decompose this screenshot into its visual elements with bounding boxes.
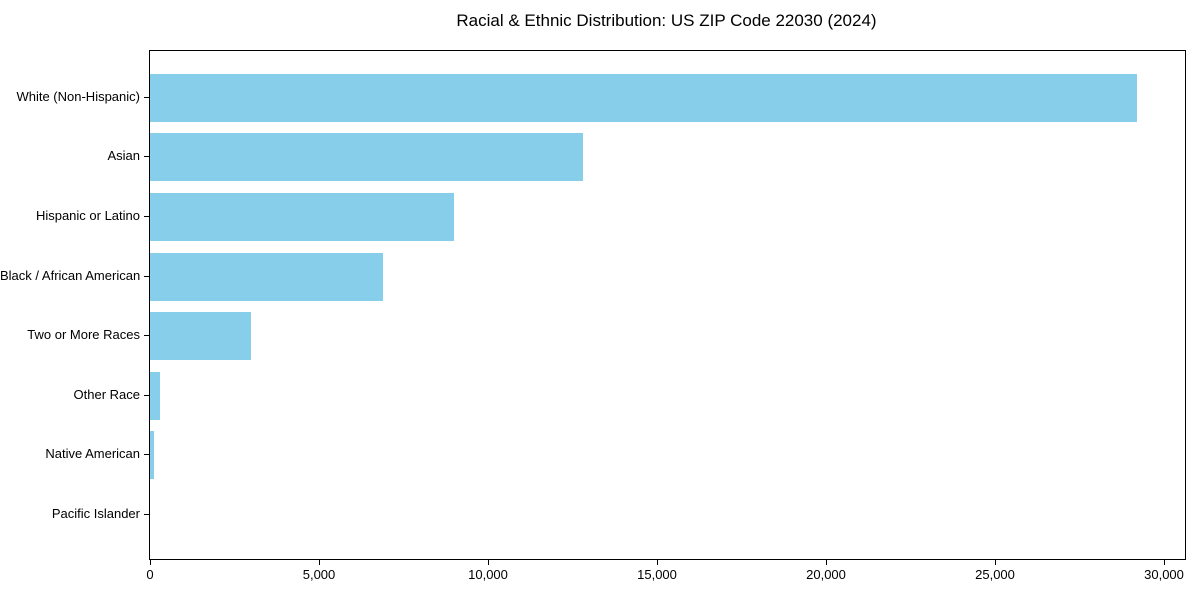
chart-title: Racial & Ethnic Distribution: US ZIP Cod… — [456, 11, 877, 30]
x-axis-tick — [995, 560, 996, 565]
x-axis-tick — [488, 560, 489, 565]
x-axis-tick-label: 30,000 — [1144, 567, 1184, 582]
y-axis-label: Two or More Races — [27, 327, 140, 343]
y-axis-tick — [144, 97, 149, 98]
bar-black-african-american — [150, 252, 384, 301]
x-axis-tick — [150, 560, 151, 565]
bar-native-american — [150, 431, 155, 480]
y-axis-tick — [144, 156, 149, 157]
y-axis-label: Hispanic or Latino — [35, 207, 140, 223]
bar-other-race — [150, 371, 161, 420]
x-axis-tick-label: 20,000 — [806, 567, 846, 582]
x-axis-tick-label: 0 — [146, 567, 154, 582]
plot-area — [149, 50, 1186, 560]
y-axis-label: Asian — [107, 148, 140, 164]
x-axis-tick-label: 5,000 — [302, 567, 336, 582]
bar-hispanic-or-latino — [150, 192, 455, 241]
x-axis-tick — [657, 560, 658, 565]
bar-white-non-hispanic — [150, 73, 1137, 122]
x-axis-tick-label: 25,000 — [975, 567, 1015, 582]
y-axis-label: Pacific Islander — [51, 505, 140, 521]
y-axis-tick — [144, 216, 149, 217]
y-axis-label: Native American — [45, 446, 140, 462]
y-axis-tick — [144, 454, 149, 455]
y-axis-tick — [144, 335, 149, 336]
y-axis-tick — [144, 395, 149, 396]
x-axis-tick — [826, 560, 827, 565]
y-axis-label: Other Race — [73, 386, 140, 402]
y-axis-label: Black / African American — [0, 267, 141, 283]
y-axis-tick — [144, 276, 149, 277]
x-axis-tick — [319, 560, 320, 565]
y-axis-tick — [144, 514, 149, 515]
x-axis-tick-label: 15,000 — [637, 567, 677, 582]
bar-two-or-more-races — [150, 312, 252, 361]
bar-asian — [150, 133, 583, 182]
x-axis-tick-label: 10,000 — [468, 567, 508, 582]
x-axis-tick — [1164, 560, 1165, 565]
y-axis-label: White (Non-Hispanic) — [16, 88, 140, 104]
